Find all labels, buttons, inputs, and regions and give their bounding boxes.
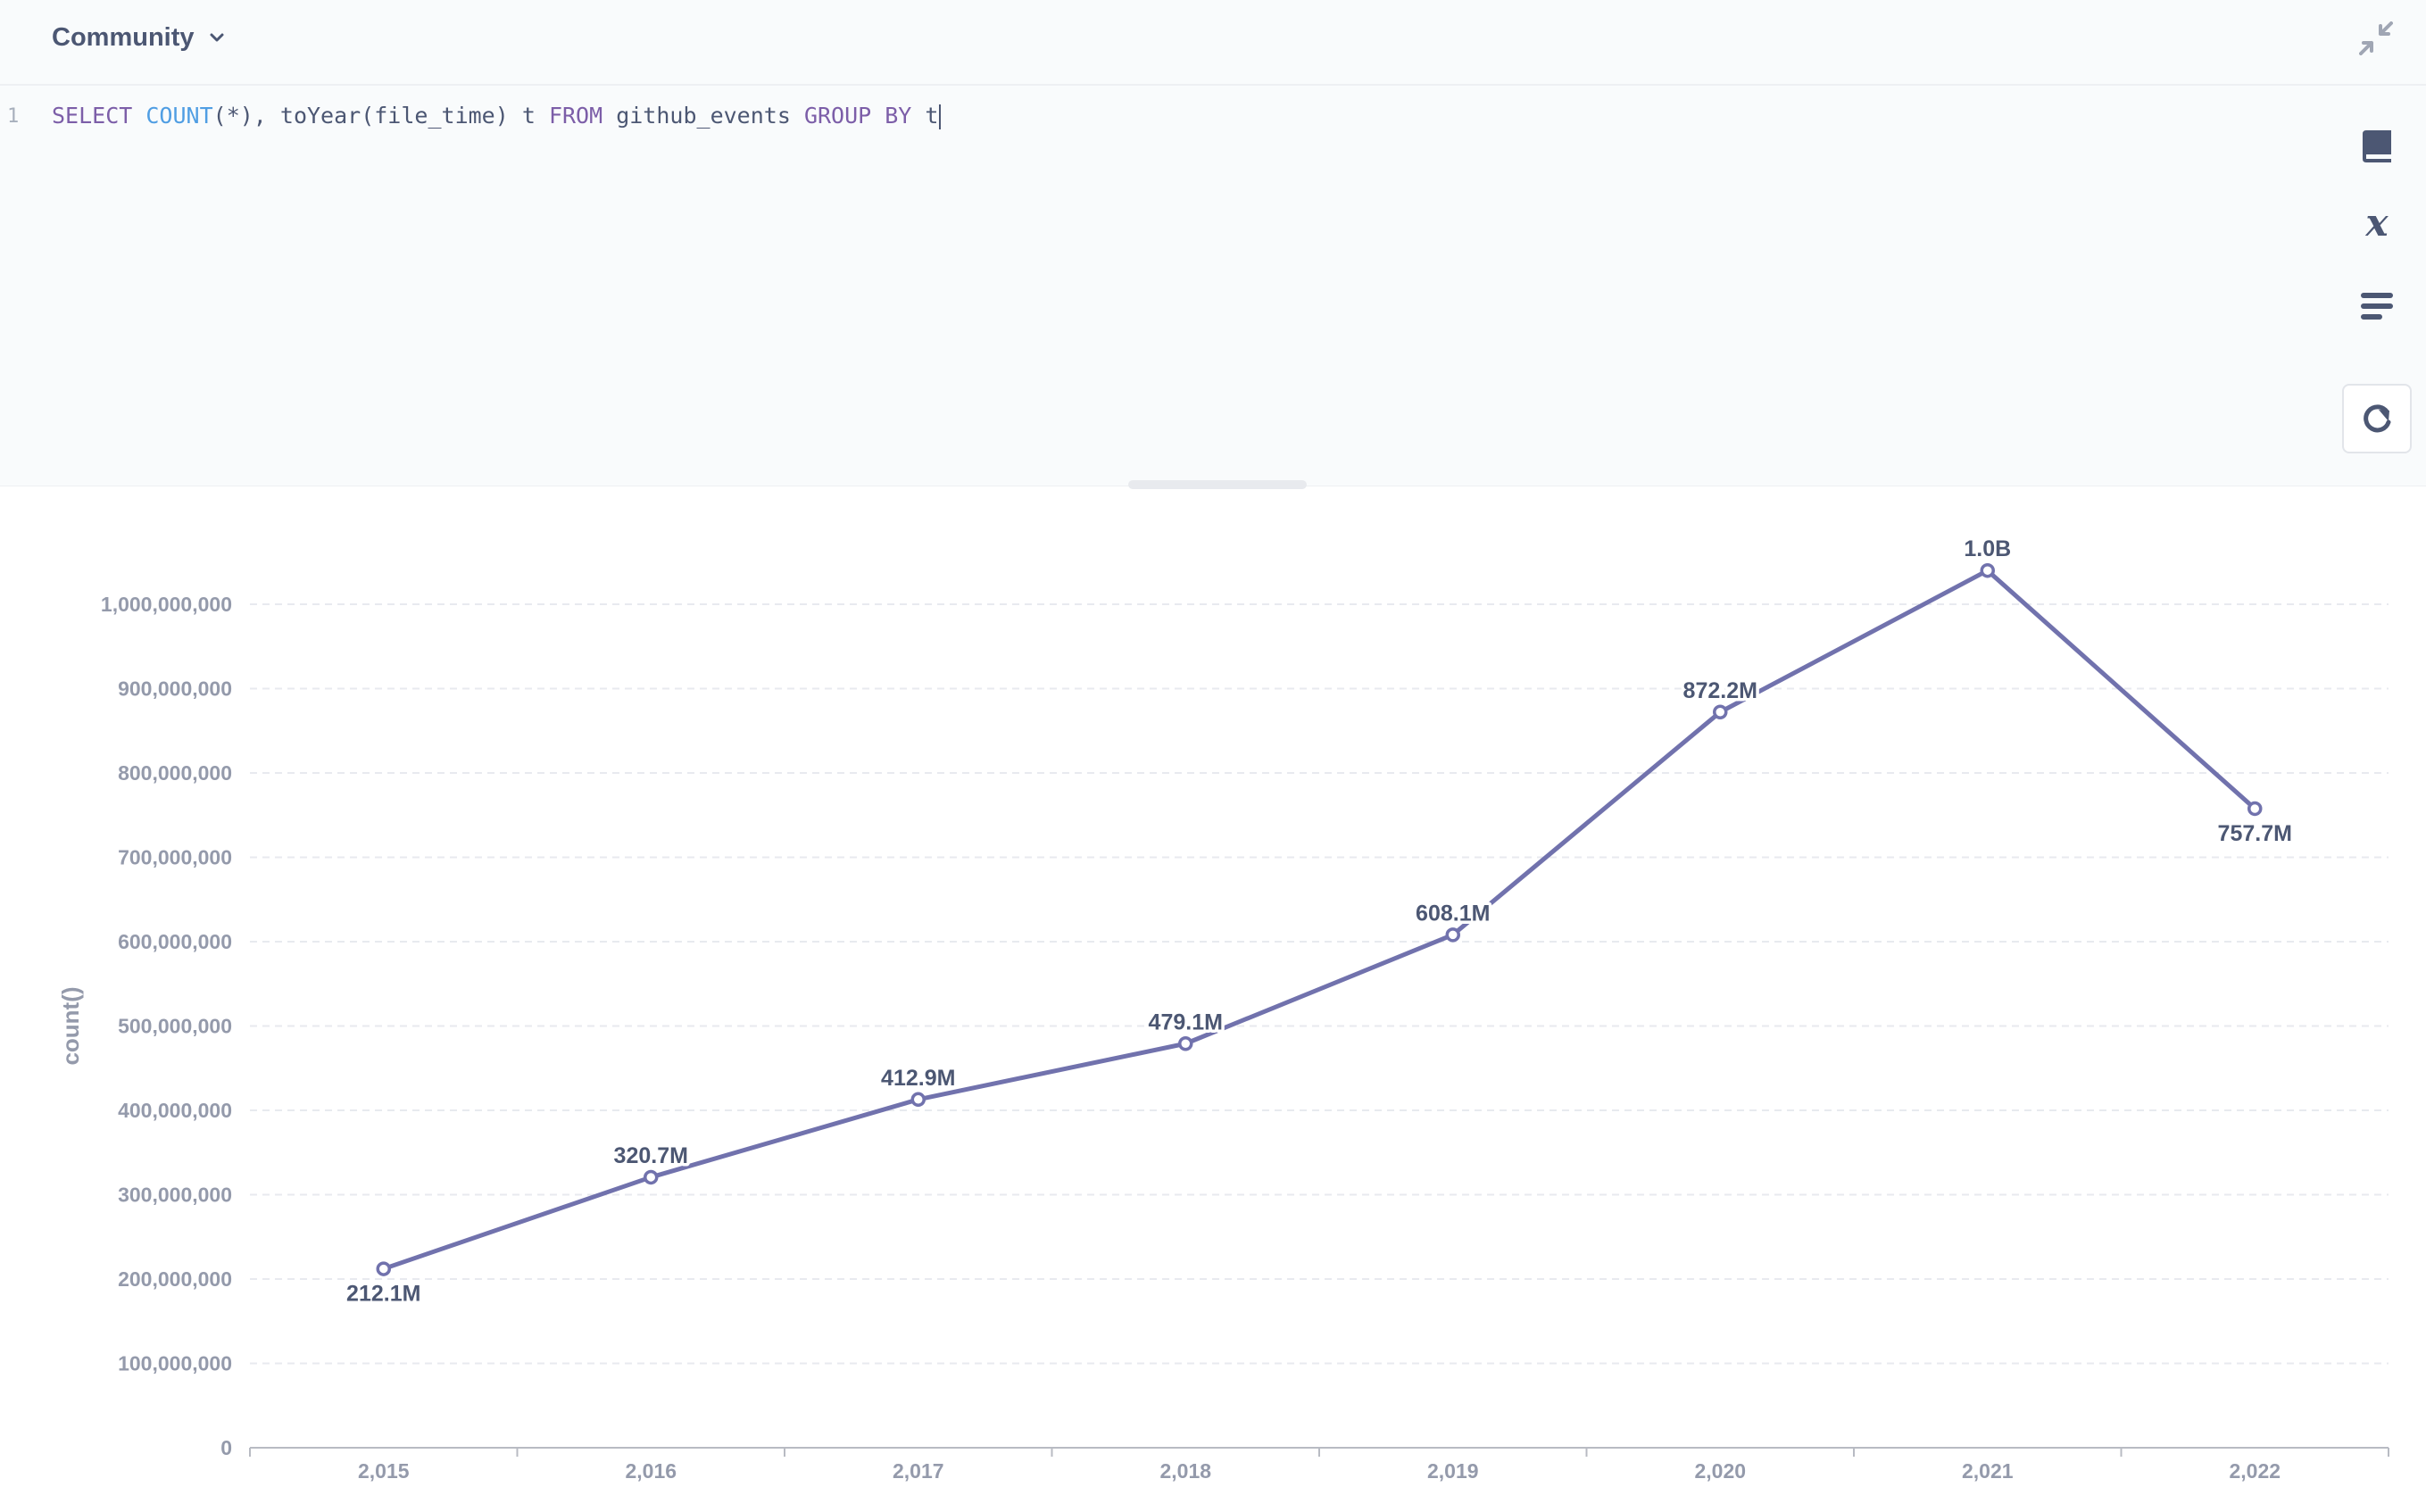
sql-token: GROUP BY <box>803 103 912 129</box>
y-tick-label: 100,000,000 <box>118 1352 232 1375</box>
sql-token: FROM <box>548 103 603 129</box>
data-point <box>376 1261 391 1276</box>
data-label: 479.1M <box>1149 1009 1223 1034</box>
y-tick-label: 700,000,000 <box>118 846 232 869</box>
sql-token: SELECT <box>52 103 133 129</box>
editor-toolbar: Community <box>0 0 2426 86</box>
data-label: 212.1M <box>346 1282 420 1307</box>
data-label: 757.7M <box>2218 821 2292 846</box>
data-point <box>1178 1036 1193 1051</box>
refresh-icon <box>2364 404 2391 433</box>
y-tick-label: 500,000,000 <box>118 1015 232 1038</box>
data-point <box>644 1169 659 1185</box>
data-label: 412.9M <box>881 1066 955 1091</box>
data-label: 1.0B <box>1964 536 2011 561</box>
reference-book-icon[interactable] <box>2357 127 2397 166</box>
data-point <box>2247 801 2263 817</box>
svg-text:x: x <box>2364 204 2389 243</box>
sql-token: github_events <box>602 103 804 129</box>
chevron-down-icon <box>210 33 223 42</box>
chart-svg: 0 100,000,000 200,000,000 300,000,000 400,00… <box>57 534 2389 1483</box>
data-point <box>1445 927 1460 943</box>
y-tick-label: 1,000,000,000 <box>101 593 232 616</box>
y-tick-label: 400,000,000 <box>118 1099 232 1122</box>
sql-token: COUNT <box>145 103 213 129</box>
sql-token: (*), toYear(file_time) t <box>212 103 549 129</box>
data-point <box>1980 562 1995 578</box>
snippets-icon[interactable] <box>2357 287 2397 327</box>
line-number: 1 <box>7 104 20 128</box>
data-point <box>910 1092 926 1108</box>
x-tick-label: 2,020 <box>1694 1459 1746 1483</box>
database-picker[interactable]: Community <box>52 20 227 55</box>
y-tick-label: 0 <box>220 1436 232 1459</box>
sql-code-line[interactable]: 1 SELECT COUNT(*), toYear(file_time) t F… <box>0 100 942 132</box>
x-tick-label: 2,015 <box>358 1459 410 1483</box>
sql-query-text[interactable]: SELECT COUNT(*), toYear(file_time) t FRO… <box>52 103 942 129</box>
variables-x-icon[interactable]: x <box>2357 204 2397 243</box>
y-tick-label: 800,000,000 <box>118 761 232 785</box>
x-tick-label: 2,019 <box>1427 1459 1479 1483</box>
sql-token <box>132 103 145 129</box>
x-tick-label: 2,018 <box>1159 1459 1211 1483</box>
database-name: Community <box>52 22 195 52</box>
x-tick-label: 2,017 <box>893 1459 944 1483</box>
y-axis-title: count() <box>57 986 84 1065</box>
data-label: 608.1M <box>1416 901 1490 926</box>
series-line <box>381 568 2257 1272</box>
y-tick-label: 200,000,000 <box>118 1267 232 1291</box>
data-point <box>1713 704 1728 720</box>
text-cursor <box>939 104 942 129</box>
query-editor-panel: Community 1 SELECT COUNT(*), toYear(file… <box>0 0 2426 489</box>
x-tick-label: 2,021 <box>1962 1459 2014 1483</box>
y-tick-label: 300,000,000 <box>118 1184 232 1207</box>
data-label: 872.2M <box>1683 678 1757 703</box>
x-tick-label: 2,016 <box>625 1459 677 1483</box>
refresh-run-button[interactable] <box>2342 384 2412 453</box>
line-chart: 0 100,000,000 200,000,000 300,000,000 400,00… <box>0 491 2426 1512</box>
collapse-icon[interactable] <box>2359 21 2393 55</box>
x-tick-label: 2,022 <box>2229 1459 2281 1483</box>
data-label: 320.7M <box>614 1143 688 1168</box>
sql-token: t <box>911 103 939 129</box>
y-tick-label: 600,000,000 <box>118 930 232 953</box>
resize-handle[interactable] <box>1128 480 1307 489</box>
y-tick-label: 900,000,000 <box>118 677 232 701</box>
